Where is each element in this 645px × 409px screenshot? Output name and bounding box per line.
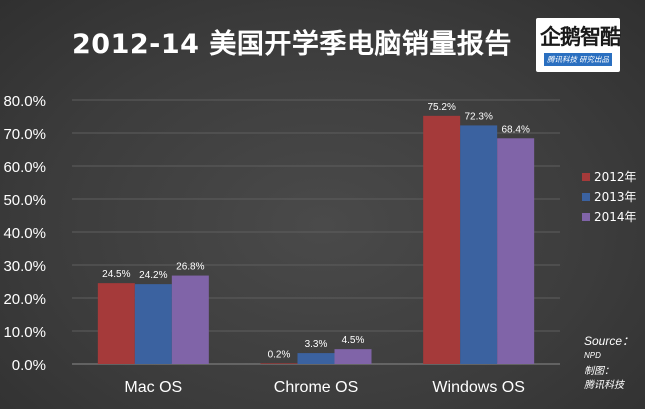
legend-label: 2014年	[594, 210, 637, 224]
y-tick-label: 40.0%	[3, 225, 46, 242]
legend-label: 2013年	[594, 190, 637, 204]
bar	[334, 349, 372, 364]
x-axis: Mac OS Chrome OS Windows OS	[124, 379, 524, 396]
bar	[134, 284, 172, 364]
y-tick-label: 80.0%	[3, 93, 46, 110]
data-label: 26.8%	[176, 262, 204, 273]
bar	[423, 115, 461, 364]
y-tick-label: 60.0%	[3, 159, 46, 176]
y-tick-label: 70.0%	[3, 126, 46, 143]
legend-swatch	[582, 173, 590, 181]
data-label: 68.4%	[501, 124, 529, 135]
data-labels: 24.5% 24.2% 26.8% 0.2% 3.3% 4.5% 75.2% 72.3% 68.…	[102, 102, 530, 361]
data-label: 72.3%	[464, 111, 492, 122]
bar	[497, 138, 535, 364]
logo-tag: 腾讯科技 研究出品	[544, 53, 612, 66]
bar	[171, 275, 209, 364]
y-tick-label: 0.0%	[12, 357, 46, 374]
source-label: Source：	[584, 334, 635, 348]
x-tick-label: Windows OS	[432, 379, 524, 396]
source-note: Source： NPD 制图： 腾讯科技	[584, 334, 634, 393]
bars	[97, 115, 535, 364]
chart-title: 2012-14 美国开学季电脑销量报告	[72, 29, 512, 60]
source-name: NPD	[584, 351, 601, 360]
brand-logo: 企鹅智酷 腾讯科技 研究出品	[536, 18, 621, 72]
made-by-label: 制图：	[584, 366, 614, 377]
data-label: 24.5%	[102, 269, 130, 280]
y-tick-label: 30.0%	[3, 258, 46, 275]
legend-swatch	[582, 193, 590, 201]
data-label: 24.2%	[139, 270, 167, 281]
bar	[97, 283, 135, 364]
data-label: 4.5%	[342, 335, 365, 346]
made-by-org: 腾讯科技	[584, 380, 624, 391]
y-axis: 0.0% 10.0% 20.0% 30.0% 40.0% 50.0% 60.0% 70.0% 8…	[3, 93, 46, 374]
y-tick-label: 10.0%	[3, 324, 46, 341]
y-tick-label: 50.0%	[3, 192, 46, 209]
bar	[260, 363, 298, 364]
legend-swatch	[582, 213, 590, 221]
y-tick-label: 20.0%	[3, 291, 46, 308]
legend-label: 2012年	[594, 170, 637, 184]
data-label: 75.2%	[427, 102, 455, 113]
x-tick-label: Mac OS	[124, 379, 182, 396]
data-label: 3.3%	[305, 339, 328, 350]
legend: 2012年 2013年 2014年	[582, 170, 637, 224]
logo-text: 企鹅智酷	[540, 25, 621, 49]
x-tick-label: Chrome OS	[274, 379, 358, 396]
bar	[460, 125, 498, 364]
bar	[297, 353, 335, 364]
data-label: 0.2%	[268, 349, 291, 360]
